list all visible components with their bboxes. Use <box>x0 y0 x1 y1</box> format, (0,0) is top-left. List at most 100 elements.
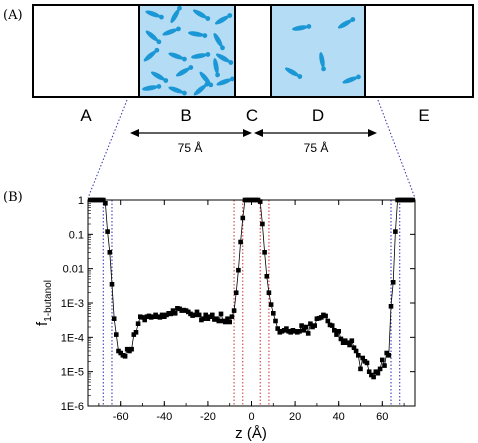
data-point <box>196 312 202 318</box>
simulation-box-outline <box>32 4 474 98</box>
data-point <box>227 319 232 325</box>
span-label-right: 75 Å <box>304 140 329 155</box>
region-label-b: B <box>180 106 191 125</box>
data-point <box>325 318 331 324</box>
butanol-molecule-icon <box>145 10 164 20</box>
data-point <box>360 355 365 361</box>
y-tick-label: 0.01 <box>63 264 84 276</box>
data-point <box>114 332 119 337</box>
butanol-molecule-icon <box>213 32 225 51</box>
butanol-molecule-icon <box>319 52 326 72</box>
butanol-molecule-icon <box>188 31 208 38</box>
series-line <box>90 199 413 378</box>
x-tick-label: 60 <box>376 411 388 423</box>
data-point <box>358 366 363 372</box>
butanol-molecule-icon <box>191 52 211 59</box>
butanol-molecule-icon <box>170 5 182 24</box>
region-label-a: A <box>80 106 92 125</box>
data-point <box>297 329 302 334</box>
data-point <box>271 311 276 316</box>
data-point <box>371 374 376 380</box>
region-label-e: E <box>418 106 429 125</box>
data-point <box>332 328 337 333</box>
arrowhead <box>254 129 263 137</box>
butanol-molecule-icon <box>216 76 235 86</box>
data-point <box>203 312 208 318</box>
panel-b-label: (B) <box>3 190 23 205</box>
data-point <box>312 323 317 328</box>
x-tick-label: -20 <box>200 411 216 423</box>
data-point <box>129 346 134 352</box>
data-point <box>262 250 267 255</box>
y-axis-label-subscript: 1-butanol <box>43 280 54 322</box>
data-point <box>233 290 239 295</box>
butanol-molecule-icon <box>284 67 303 79</box>
molecules-region-d <box>284 17 361 84</box>
data-point <box>377 366 383 372</box>
data-point <box>240 215 246 221</box>
data-point <box>236 267 241 273</box>
butanol-molecule-icon <box>213 58 220 78</box>
data-point <box>194 309 200 315</box>
data-point <box>231 308 237 313</box>
data-point <box>238 239 243 245</box>
y-tick-label: 1E-4 <box>61 332 84 344</box>
butanol-molecule-icon <box>337 17 356 29</box>
data-point <box>192 312 198 318</box>
data-point <box>351 345 357 350</box>
data-point <box>111 316 117 321</box>
data-point <box>275 326 280 331</box>
data-point <box>264 274 270 279</box>
data-point <box>218 311 224 317</box>
data-point <box>168 311 174 317</box>
butanol-molecule-icon <box>193 81 210 96</box>
x-tick-label: 40 <box>333 411 345 423</box>
butanol-molecule-icon <box>143 47 160 62</box>
data-point <box>303 324 309 330</box>
butanol-molecule-icon <box>292 24 312 31</box>
data-point <box>349 338 355 343</box>
data-point <box>135 321 141 326</box>
plot-frame <box>87 199 416 407</box>
butanol-molecule-icon <box>214 13 233 25</box>
data-point <box>140 315 145 320</box>
data-point <box>225 316 230 321</box>
data-point <box>323 313 328 319</box>
data-point <box>319 315 324 320</box>
x-axis-ticks: -60 -40 -20 0 20 40 60 <box>98 200 405 423</box>
data-point <box>142 317 147 323</box>
data-point <box>308 321 313 326</box>
data-point <box>122 354 128 359</box>
data-points <box>87 197 416 380</box>
data-point <box>201 316 206 321</box>
y-axis-label: f1-butanol <box>34 280 54 326</box>
data-point <box>380 357 385 363</box>
data-point <box>223 319 228 325</box>
data-point <box>356 353 361 358</box>
x-tick-label: 0 <box>248 411 254 423</box>
data-point <box>107 250 113 255</box>
data-point <box>103 201 108 206</box>
data-point <box>170 308 176 313</box>
data-point <box>229 314 235 319</box>
region-label-c: C <box>246 106 258 125</box>
butanol-molecule-icon <box>145 30 162 45</box>
butanol-molecule-icon <box>215 53 234 65</box>
y-tick-label: 1 <box>78 195 84 207</box>
arrowhead <box>130 129 139 137</box>
arrowhead <box>368 129 377 137</box>
data-point <box>338 336 344 342</box>
data-point <box>210 312 215 318</box>
y-tick-label: 0.1 <box>69 229 84 241</box>
data-point <box>216 318 222 324</box>
data-point <box>375 370 381 376</box>
y-tick-label: 1E-5 <box>61 367 84 379</box>
molecules-region-b <box>142 5 235 96</box>
data-point <box>366 369 372 374</box>
arrowhead <box>243 129 252 137</box>
x-tick-label: -60 <box>113 411 129 423</box>
butanol-molecule-icon <box>342 74 361 84</box>
data-point <box>299 323 304 328</box>
data-point <box>334 332 339 337</box>
data-point <box>268 302 274 307</box>
